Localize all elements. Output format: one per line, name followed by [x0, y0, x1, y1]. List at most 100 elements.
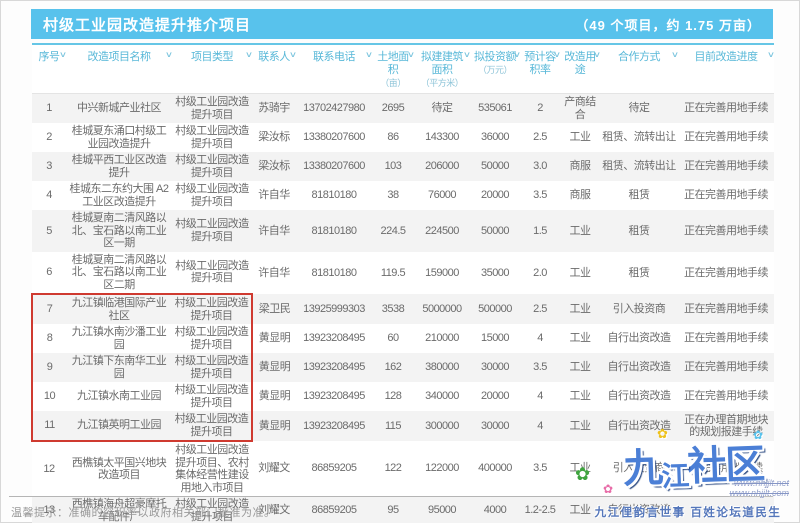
cell-land_area: 122	[384, 462, 402, 475]
cell-type: 村级工业园改造提升项目	[175, 498, 249, 523]
table-row: 2 桂城夏东涌口村级工业园改造提升 村级工业园改造提升项目 梁汝标 1338020760…	[32, 123, 774, 152]
table-row: 9 九江镇下东南华工业园 村级工业园改造提升项目 黄显明 13923208495 162 3…	[31, 353, 774, 382]
column-label: 项目类型	[191, 51, 234, 63]
sort-arrow-icon[interactable]: ∨	[766, 50, 775, 59]
community-watermark: ✿ ✿ ✿ ✿ 九江社区 www.nhjjlt.net www.nhjjlt.c…	[575, 426, 797, 522]
cell-land_area: 224.5	[380, 224, 406, 237]
column-label: 土地面积	[377, 51, 409, 76]
sort-arrow-icon[interactable]: ∨	[592, 50, 601, 59]
cell-phone: 86859205	[311, 504, 357, 517]
cell-progress: 正在完善用地手续	[684, 131, 769, 144]
cell-coop: 自行出资改造	[607, 504, 672, 517]
cell-plot_ratio: 3.0	[533, 160, 547, 173]
cell-phone: 13925999303	[303, 302, 365, 315]
cell-progress: 正在完善用地手续	[684, 189, 769, 202]
cell-name: 九江镇英明工业园	[66, 411, 172, 442]
sort-arrow-icon[interactable]: ∨	[288, 50, 297, 59]
cell-num: 10	[31, 382, 66, 411]
cell-build_area: 95000	[427, 504, 457, 517]
column-header-phone[interactable]: 联系电话 ∨	[296, 44, 373, 94]
sort-arrow-icon[interactable]: ∨	[552, 50, 561, 59]
cell-type: 村级工业园改造提升项目	[175, 154, 249, 179]
project-count-summary: （49 个项目，约 1.75 万亩）	[575, 17, 761, 33]
cell-num: 11	[31, 411, 66, 442]
watermark-logo-char: 江	[660, 460, 688, 493]
cell-build_area: 210000	[425, 332, 459, 345]
sort-arrow-icon[interactable]: ∨	[364, 50, 373, 59]
cell-contact: 梁卫民	[258, 302, 291, 315]
cell-land_area: 103	[384, 160, 402, 173]
column-header-coop[interactable]: 合作方式 ∨	[600, 44, 679, 94]
cell-invest: 4000	[483, 504, 507, 517]
cell-contact: 刘耀文	[258, 462, 290, 475]
table-row: 10 九江镇水南工业园 村级工业园改造提升项目 黄显明 13923208495 128 34…	[31, 382, 774, 411]
sort-arrow-icon[interactable]: ∨	[244, 50, 253, 59]
cell-phone: 81810180	[311, 189, 357, 202]
column-header-build_area[interactable]: 拟建建筑面积 （平方米） ∨	[414, 44, 471, 94]
cell-progress: 正在完善用地手续	[684, 266, 769, 279]
column-label: 联系人	[258, 51, 290, 63]
cell-land_area: 86	[387, 131, 399, 144]
cell-num: 3	[46, 160, 52, 173]
cell-usage: 工业	[569, 131, 592, 144]
cell-usage: 工业	[569, 504, 592, 517]
table-row: 6 桂城夏南二清风路以北、宝石路以南工业区二期 村级工业园改造提升项目 许自华 8181…	[32, 251, 774, 294]
cell-land_area: 60	[387, 332, 399, 345]
cell-phone: 13923208495	[303, 332, 365, 345]
cell-phone: 86859205	[311, 462, 357, 475]
cell-contact: 刘耀文	[258, 504, 290, 517]
sort-arrow-icon[interactable]: ∨	[406, 50, 415, 59]
cell-contact: 黄显明	[258, 390, 291, 403]
cell-type: 村级工业园改造提升项目	[172, 411, 253, 442]
sort-arrow-icon[interactable]: ∨	[670, 50, 679, 59]
column-label: 预计容积率	[524, 51, 556, 76]
cell-coop: 租赁、流转出让	[602, 160, 676, 173]
column-label: 合作方式	[618, 51, 661, 63]
cell-phone: 81810180	[311, 266, 357, 279]
column-label: 目前改造进度	[694, 51, 759, 63]
cell-coop: 引入投资商	[612, 462, 666, 475]
sort-arrow-icon[interactable]: ∨	[58, 50, 67, 59]
footnote: 温馨提示：准确的容积率以政府相关部门批准为准。	[11, 507, 276, 519]
cell-coop: 租赁	[628, 224, 651, 237]
flower-icon: ✿	[575, 464, 591, 484]
column-header-land_area[interactable]: 土地面积 （亩） ∨	[372, 44, 415, 94]
cell-land_area: 162	[384, 361, 402, 374]
sort-arrow-icon[interactable]: ∨	[512, 50, 521, 59]
cell-invest: 35000	[480, 266, 510, 279]
cell-plot_ratio: 2.5	[533, 131, 547, 144]
column-header-invest[interactable]: 拟投资额 （万元） ∨	[470, 44, 521, 94]
column-header-name[interactable]: 改造项目名称 ∨	[66, 44, 173, 94]
cell-num: 1	[46, 102, 52, 115]
cell-phone: 13702427980	[303, 102, 365, 115]
cell-build_area: 206000	[425, 160, 459, 173]
table-row: 13 西樵镇海舟超豪摩托车配件厂 村级工业园改造提升项目 刘耀文 86859205 95 9…	[32, 496, 774, 523]
table-row: 1 中兴新城产业社区 村级工业园改造提升项目 苏骑宇 13702427980 2695 待定…	[32, 93, 774, 123]
watermark-logo-char: 九	[622, 446, 662, 492]
cell-contact: 黄显明	[258, 419, 291, 432]
cell-plot_ratio: 3.5	[533, 189, 547, 202]
sort-arrow-icon[interactable]: ∨	[164, 50, 173, 59]
cell-coop: 租赁、流转出让	[602, 131, 676, 144]
cell-phone: 13380207600	[303, 160, 365, 173]
column-header-progress[interactable]: 目前改造进度 ∨	[678, 44, 775, 94]
column-header-contact[interactable]: 联系人 ∨	[252, 44, 297, 94]
cell-plot_ratio: 4	[537, 332, 543, 345]
cell-usage: 工业	[569, 224, 592, 237]
sort-arrow-icon[interactable]: ∨	[462, 50, 471, 59]
cell-progress: 正在完善用地手续	[684, 102, 769, 115]
cell-num: 13	[43, 504, 55, 517]
cell-type: 村级工业园改造提升项目	[175, 183, 249, 208]
column-unit: （平方米）	[420, 78, 464, 88]
column-header-num[interactable]: 序号 ∨	[32, 44, 67, 94]
cell-plot_ratio: 3.5	[533, 361, 547, 374]
column-header-plot_ratio[interactable]: 预计容积率 ∨	[520, 44, 561, 94]
cell-usage: 工业	[569, 390, 592, 403]
column-header-type[interactable]: 项目类型 ∨	[172, 44, 253, 94]
cell-type: 村级工业园改造提升项目	[172, 382, 253, 411]
cell-land_area: 128	[384, 390, 402, 403]
cell-phone: 13923208495	[303, 419, 365, 432]
column-header-usage[interactable]: 改造用途 ∨	[560, 44, 601, 94]
cell-contact: 梁汝标	[258, 131, 290, 144]
